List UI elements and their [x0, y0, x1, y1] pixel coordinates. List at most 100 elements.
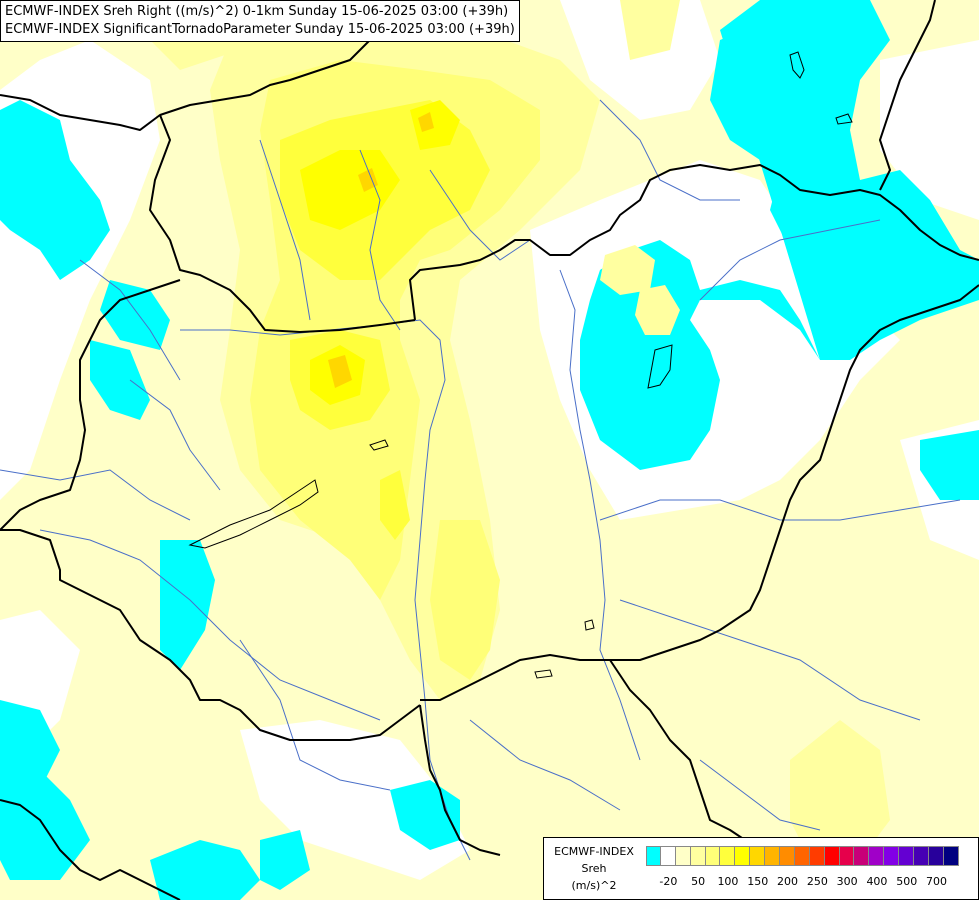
legend-swatch	[705, 846, 721, 866]
legend-tick-label: 100	[717, 875, 739, 888]
cyan-region-east-c	[770, 160, 870, 260]
legend-swatch	[809, 846, 825, 866]
border-at-si	[0, 529, 421, 741]
legend-tick-label: 250	[806, 875, 828, 888]
border-sw	[0, 799, 181, 900]
cyan-hole-b	[635, 285, 680, 335]
max-region-a	[358, 168, 378, 192]
legend-tick-label: 300	[836, 875, 858, 888]
cyan-region-southwest-a	[160, 540, 215, 670]
max-region-c	[328, 355, 352, 388]
max-region-b	[418, 112, 434, 132]
lakes	[188, 51, 853, 679]
river-f	[39, 529, 381, 721]
legend-swatch	[869, 846, 885, 866]
title-line-stp: ECMWF-INDEX SignificantTornadoParameter …	[5, 22, 515, 37]
border-ro	[609, 659, 746, 841]
legend-swatch	[943, 846, 959, 866]
legend-swatch	[824, 846, 840, 866]
cyan-region-west	[0, 100, 110, 280]
cyan-region-east-d	[920, 430, 979, 500]
cyan-region-south-c	[260, 830, 310, 890]
river-d	[599, 99, 740, 201]
cyan-region-east-b	[710, 20, 800, 160]
legend-title-unit: (m/s)^2	[571, 879, 617, 892]
cyan-hole-a	[600, 245, 655, 295]
river-n	[469, 719, 621, 811]
river-j	[699, 759, 821, 831]
peak-region-b	[410, 100, 460, 150]
border-hu-rs	[419, 704, 501, 856]
max-regions	[328, 112, 434, 388]
river-k	[699, 219, 881, 301]
legend-swatch	[899, 846, 915, 866]
legend-swatch	[780, 846, 795, 866]
legend-swatch	[854, 846, 870, 866]
river-l	[79, 259, 181, 381]
lake-e	[534, 669, 553, 679]
river-g	[239, 639, 391, 791]
title-line-sreh: ECMWF-INDEX Sreh Right ((m/s)^2) 0-1km S…	[5, 4, 509, 19]
lake-c	[835, 113, 853, 125]
legend-swatch	[750, 846, 766, 866]
lake-a	[369, 439, 389, 451]
light-region-southeast	[790, 720, 890, 860]
lake-balaton	[188, 479, 319, 549]
legend-tick-label: 400	[866, 875, 888, 888]
lake-d	[584, 619, 595, 631]
legend-title-source: ECMWF-INDEX	[554, 845, 634, 858]
river-tisza	[559, 269, 641, 761]
legend-tick-label: -20	[659, 875, 678, 888]
border-north-1	[0, 0, 386, 131]
lake-b	[789, 51, 805, 79]
border-west	[0, 279, 181, 531]
cyan-region-southwest-c	[0, 760, 90, 880]
legend-tick-label: 150	[747, 875, 769, 888]
legend-swatch	[839, 846, 855, 866]
legend-tick-label: 50	[691, 875, 706, 888]
legend-swatch	[914, 846, 929, 866]
legend-swatch	[794, 846, 810, 866]
cyan-inner-light	[600, 245, 680, 335]
legend-swatch	[690, 846, 706, 866]
lake-f	[647, 344, 673, 389]
legend-swatch	[735, 846, 751, 866]
legend-swatch	[675, 846, 691, 866]
border-cz-sk	[149, 114, 416, 333]
river-e	[0, 469, 191, 521]
white-region-south	[240, 720, 470, 880]
map-title-box: ECMWF-INDEX Sreh Right ((m/s)^2) 0-1km S…	[0, 0, 520, 42]
cyan-region-west-b	[100, 280, 170, 350]
river-i	[619, 599, 921, 721]
legend-swatch	[928, 846, 944, 866]
cyan-region-northeast	[580, 0, 979, 470]
legend-title-variable: Sreh	[581, 862, 607, 875]
strong-region-c	[380, 470, 410, 540]
legend-tick-label: 500	[896, 875, 918, 888]
legend-swatch	[646, 846, 661, 866]
legend-swatch	[884, 846, 900, 866]
legend-tick-label: 700	[926, 875, 948, 888]
river-c	[429, 169, 531, 261]
cyan-region-west-c	[90, 340, 150, 420]
river-h	[599, 499, 961, 521]
mid-region-east	[430, 520, 500, 680]
river-b	[359, 149, 401, 331]
legend-swatches	[646, 846, 959, 866]
legend-swatch	[660, 846, 676, 866]
border-east	[420, 284, 979, 701]
legend-tick-label: 200	[777, 875, 799, 888]
color-legend: ECMWF-INDEX Sreh (m/s)^2 -20 50 100 150 200 2…	[543, 837, 979, 900]
white-region-north	[560, 0, 720, 120]
legend-swatch	[720, 846, 736, 866]
light-region-north-b	[620, 0, 680, 60]
peak-region-a	[300, 150, 400, 230]
cyan-region-south-b	[150, 840, 260, 900]
river-m	[129, 379, 221, 491]
border-ua	[879, 0, 936, 191]
legend-swatch	[765, 846, 781, 866]
